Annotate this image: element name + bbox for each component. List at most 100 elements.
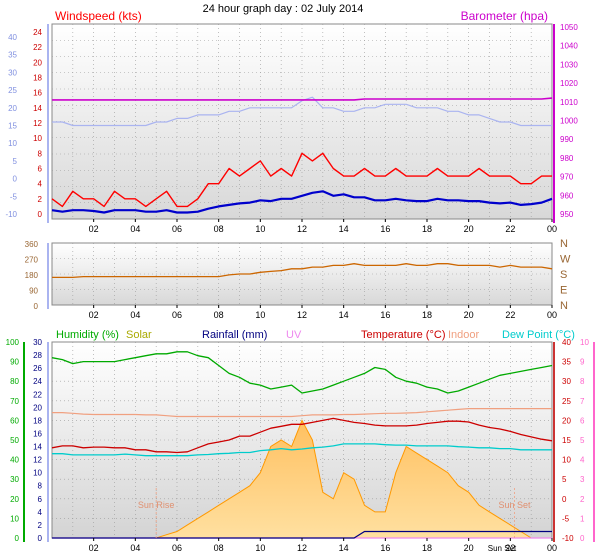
direction-x-tick-label: 08 xyxy=(214,310,224,320)
sun-set-tick-label: Sun Set xyxy=(488,544,517,553)
rain-tick-label: 28 xyxy=(33,351,42,360)
temperature-x-tick-label: 16 xyxy=(380,543,390,553)
legend-temperature: Temperature (°C) xyxy=(361,329,445,341)
gust-tick-label: -10 xyxy=(5,210,17,219)
dew-point-line xyxy=(52,443,552,457)
gust-tick-label: 5 xyxy=(13,157,18,166)
humidity-tick-label: 60 xyxy=(10,416,19,425)
wind-x-tick-label: 18 xyxy=(422,224,432,234)
direction-tick-label: 360 xyxy=(25,240,39,249)
uv-tick-label: 3 xyxy=(580,475,585,484)
temperature-tick-label: 20 xyxy=(562,416,571,425)
windspeed-tick-label: 0 xyxy=(38,210,43,219)
barometer-tick-label: 1050 xyxy=(560,23,578,32)
temperature-x-tick-label: 20 xyxy=(464,543,474,553)
temperature-x-tick-label: 10 xyxy=(255,543,265,553)
temperature-x-tick-label: 22 xyxy=(505,543,515,553)
barometer-tick-label: 1020 xyxy=(560,79,578,88)
uv-tick-label: 4 xyxy=(580,456,585,465)
sun-rise-label: Sun Rise xyxy=(138,500,175,510)
humidity-tick-label: 90 xyxy=(10,358,19,367)
windspeed-tick-label: 14 xyxy=(33,104,42,113)
windspeed-tick-label: 12 xyxy=(33,119,42,128)
temperature-x-tick-label: 06 xyxy=(172,543,182,553)
rain-tick-label: 30 xyxy=(33,338,42,347)
rain-tick-label: 14 xyxy=(33,443,42,452)
legend-indoor: Indoor xyxy=(448,329,480,341)
rain-tick-label: 18 xyxy=(33,416,42,425)
gust-tick-label: 10 xyxy=(8,139,17,148)
gust-tick-label: -5 xyxy=(10,192,18,201)
direction-tick-label: 180 xyxy=(25,271,39,280)
barometer-tick-label: 1030 xyxy=(560,60,578,69)
gust-tick-label: 25 xyxy=(8,86,17,95)
rain-tick-label: 8 xyxy=(38,482,43,491)
temperature-line xyxy=(51,417,553,454)
uv-tick-label: 7 xyxy=(580,397,585,406)
humidity-tick-label: 20 xyxy=(10,495,19,504)
barometer-line xyxy=(52,97,553,101)
temperature-x-tick-label: 04 xyxy=(130,543,140,553)
barometer-tick-label: 990 xyxy=(560,135,574,144)
temperature-x-tick-label: 02 xyxy=(89,543,99,553)
windspeed-line xyxy=(51,152,552,208)
direction-x-tick-label: 04 xyxy=(130,310,140,320)
uv-tick-label: 5 xyxy=(580,436,585,445)
wind-x-tick-label: 02 xyxy=(89,224,99,234)
direction-x-tick-label: 14 xyxy=(339,310,349,320)
direction-x-tick-label: 20 xyxy=(464,310,474,320)
legend-rainfall: Rainfall (mm) xyxy=(202,329,267,341)
windspeed-tick-label: 18 xyxy=(33,74,42,83)
compass-label: E xyxy=(560,285,567,297)
temperature-x-tick-label: 00 xyxy=(547,543,557,553)
temperature-x-tick-label: 12 xyxy=(297,543,307,553)
temperature-x-tick-label: 18 xyxy=(422,543,432,553)
temperature-tick-label: 10 xyxy=(562,456,571,465)
uv-tick-label: 0 xyxy=(580,534,585,543)
legend-uv: UV xyxy=(286,329,302,341)
wind-x-tick-label: 22 xyxy=(505,224,515,234)
barometer-tick-label: 960 xyxy=(560,191,574,200)
temperature-tick-label: 25 xyxy=(562,397,571,406)
barometer-tick-label: 1010 xyxy=(560,98,578,107)
rain-tick-label: 2 xyxy=(38,521,43,530)
direction-x-tick-label: 12 xyxy=(297,310,307,320)
wind-x-tick-label: 06 xyxy=(172,224,182,234)
windspeed-tick-label: 22 xyxy=(33,43,42,52)
uv-tick-label: 2 xyxy=(580,495,585,504)
legend-humidity: Humidity (%) xyxy=(56,329,119,341)
direction-tick-label: 0 xyxy=(34,302,39,311)
direction-x-tick-label: 02 xyxy=(89,310,99,320)
wind-x-tick-label: 16 xyxy=(380,224,390,234)
compass-label: N xyxy=(560,238,568,250)
direction-x-tick-label: 16 xyxy=(380,310,390,320)
windspeed-tick-label: 16 xyxy=(33,89,42,98)
uv-tick-label: 1 xyxy=(580,514,585,523)
wind-x-tick-label: 14 xyxy=(339,224,349,234)
windspeed-axis-title: Windspeed (kts) xyxy=(55,9,142,23)
compass-label: S xyxy=(560,269,567,281)
wind-x-tick-label: 00 xyxy=(547,224,557,234)
humidity-tick-label: 70 xyxy=(10,397,19,406)
wind-x-tick-label: 12 xyxy=(297,224,307,234)
barometer-tick-label: 1040 xyxy=(560,42,578,51)
barometer-tick-label: 950 xyxy=(560,210,574,219)
direction-x-tick-label: 06 xyxy=(172,310,182,320)
windspeed-tick-label: 2 xyxy=(38,195,43,204)
windspeed-tick-label: 8 xyxy=(38,149,43,158)
humidity-tick-label: 50 xyxy=(10,436,19,445)
temperature-tick-label: 15 xyxy=(562,436,571,445)
humidity-tick-label: 10 xyxy=(10,514,19,523)
temperature-tick-label: -10 xyxy=(562,534,574,543)
temperature-x-tick-label: 14 xyxy=(339,543,349,553)
rain-tick-label: 24 xyxy=(33,377,42,386)
direction-x-tick-label: 00 xyxy=(547,310,557,320)
direction-x-tick-label: 18 xyxy=(422,310,432,320)
windspeed-tick-label: 10 xyxy=(33,134,42,143)
uv-tick-label: 6 xyxy=(580,416,585,425)
gust-tick-label: 35 xyxy=(8,51,17,60)
uv-tick-label: 9 xyxy=(580,358,585,367)
gust-tick-label: 30 xyxy=(8,68,17,77)
rain-tick-label: 0 xyxy=(38,534,43,543)
